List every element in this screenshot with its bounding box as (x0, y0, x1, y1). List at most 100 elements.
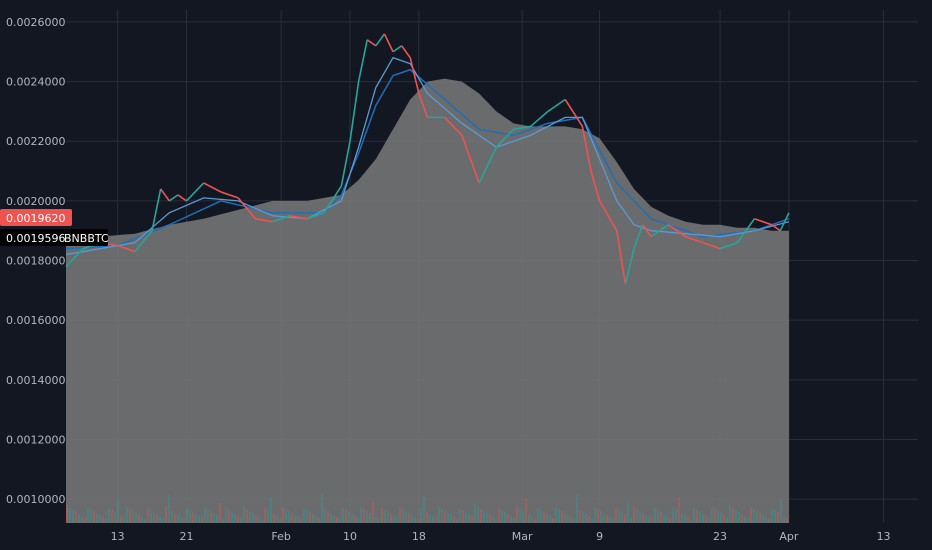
price-segment (685, 235, 704, 244)
volume-bar (429, 514, 431, 523)
volume-bar (147, 508, 149, 523)
volume-bar (774, 510, 776, 523)
volume-bar (525, 499, 527, 523)
volume-bar (618, 510, 620, 523)
volume-bar (201, 518, 203, 523)
volume-bar (570, 517, 572, 523)
volume-bar (591, 518, 593, 523)
price-segment (418, 93, 429, 118)
volume-bar (258, 517, 260, 523)
y-tick-label: 0.0024000 (6, 76, 66, 89)
volume-bar (660, 512, 662, 523)
volume-bar (582, 512, 584, 523)
volume-bar (735, 510, 737, 523)
volume-bar (612, 519, 614, 523)
volume-bar (786, 518, 788, 523)
volume-bar (174, 513, 176, 523)
volume-bar (363, 509, 365, 523)
price-segment (134, 230, 153, 253)
price-segment (581, 126, 592, 172)
x-tick-label: Mar (512, 530, 533, 543)
volume-bar (567, 515, 569, 523)
volume-bar (120, 516, 122, 523)
price-segment (237, 197, 256, 220)
volume-bar (240, 518, 242, 523)
price-segment (444, 116, 463, 136)
volume-bar (186, 508, 188, 523)
volume-bar (555, 507, 557, 523)
x-tick-label: 23 (713, 530, 727, 543)
volume-bar (264, 508, 266, 523)
volume-bar (243, 507, 245, 523)
price-segment (340, 141, 351, 187)
volume-bar (366, 511, 368, 523)
price-segment (478, 146, 498, 184)
y-tick-label: 0.0010000 (6, 493, 66, 506)
volume-bar (417, 519, 419, 523)
volume-bar (438, 507, 440, 523)
volume-bar (96, 513, 98, 523)
volume-bar (306, 510, 308, 523)
volume-bar (564, 513, 566, 523)
volume-bar (156, 514, 158, 523)
volume-bar (717, 511, 719, 523)
volume-bar (672, 507, 674, 523)
price-segment (771, 224, 781, 232)
volume-bar (252, 513, 254, 523)
volume-bar (273, 514, 275, 523)
volume-bar (726, 517, 728, 523)
volume-bar (654, 508, 656, 523)
volume-bar (270, 498, 272, 523)
volume-bar (210, 511, 212, 523)
x-tick-label: 9 (596, 530, 603, 543)
volume-bar (777, 512, 779, 523)
volume-bar (171, 511, 173, 523)
volume-bar (522, 511, 524, 523)
volume-bar (381, 508, 383, 523)
volume-bar (762, 515, 764, 523)
volume-bar (696, 510, 698, 523)
volume-bar (282, 507, 284, 523)
volume-bar (291, 513, 293, 523)
volume-bar (141, 517, 143, 523)
volume-bar (513, 518, 515, 523)
price-segment (160, 188, 170, 202)
volume-bar (741, 514, 743, 523)
volume-bar (300, 519, 302, 523)
volume-bar (87, 507, 89, 523)
volume-bar (333, 515, 335, 523)
volume-bar (495, 519, 497, 523)
volume-bar (192, 512, 194, 523)
volume-bar (630, 518, 632, 523)
price-segment (650, 224, 669, 238)
volume-bar (351, 514, 353, 523)
price-segment (151, 188, 162, 231)
price-segment (667, 224, 687, 238)
volume-bar (237, 516, 239, 523)
volume-bar (753, 509, 755, 523)
volume-bar (669, 518, 671, 523)
volume-bar (189, 510, 191, 523)
volume-bar (84, 518, 86, 523)
volume-bar (651, 519, 653, 523)
price-segment (255, 217, 273, 223)
volume-bar (279, 518, 281, 523)
volume-bar (321, 493, 323, 523)
volume-bar (402, 509, 404, 523)
volume-bar (594, 507, 596, 523)
volume-bar (261, 519, 263, 523)
volume-bar (768, 519, 770, 523)
volume-bar (162, 518, 164, 523)
price-segment (357, 39, 368, 82)
x-tick-label: 10 (343, 530, 357, 543)
volume-bar (576, 494, 578, 523)
axes: 0.0026000 0.0024000 0.0022000 0.0020000 0.00… (6, 16, 891, 543)
volume-bar (129, 509, 131, 523)
volume-bar (426, 512, 428, 523)
price-segment (177, 194, 187, 202)
volume-bar (411, 515, 413, 523)
volume-bar (510, 516, 512, 523)
volume-bar (396, 518, 398, 523)
